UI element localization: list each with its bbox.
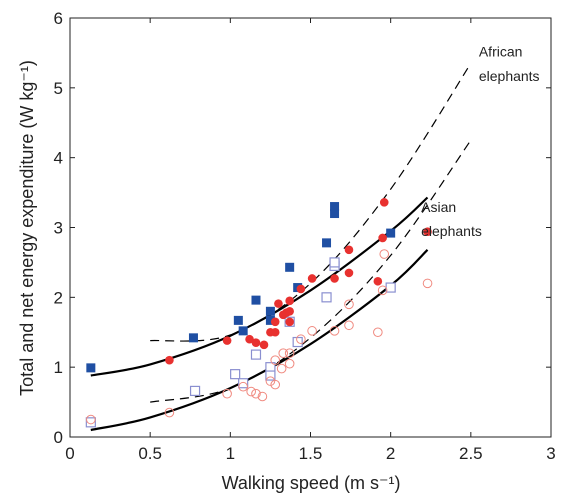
asian-elephants-total-point <box>285 317 294 327</box>
african-elephants-total-point <box>265 306 275 316</box>
asian-elephants-total-point <box>222 336 232 345</box>
asian-elephants-net-point <box>265 376 276 386</box>
asian-elephants-total-point <box>270 317 280 327</box>
annotation-label: elephants <box>479 68 540 84</box>
asian-elephants-net-point <box>238 381 248 392</box>
x-tick-label: 2.5 <box>459 444 483 463</box>
axes-group: 0 0.5 1 1.5 2 2.5 3 0 1 2 3 4 5 6 <box>54 9 556 463</box>
asian-elephants-total-point <box>165 355 174 365</box>
asian-elephants-total-point <box>379 198 389 207</box>
asian-elephants-net-point <box>278 348 289 359</box>
african-elephants-total-point <box>285 262 295 272</box>
asian-elephants-net-point <box>164 407 175 418</box>
african-elephants-total-point <box>330 202 340 212</box>
asian-elephants-net-point <box>270 355 281 365</box>
african-elephants-net-point <box>265 370 276 381</box>
x-axis-title: Walking speed (m s⁻¹) <box>222 473 401 493</box>
asian-elephants-total-point <box>344 245 354 255</box>
african-elephants-total-point <box>233 315 243 325</box>
x-tick-label: 0.5 <box>138 444 162 463</box>
asian-elephants-net-point <box>270 379 281 390</box>
asian-elephants-net-point <box>422 278 433 289</box>
asian-elephants-total-point <box>344 268 354 278</box>
y-tick-label: 3 <box>54 219 63 238</box>
x-tick-label: 0 <box>65 444 74 463</box>
x-tick-label: 3 <box>546 444 555 463</box>
african-elephants-total-point <box>330 209 340 219</box>
y-axis-title: Total and net energy expenditure (W kg⁻¹… <box>17 60 37 396</box>
african-elephants-total-point <box>386 228 396 238</box>
asian-elephants-total-point <box>270 327 280 337</box>
asian-elephants-total-point <box>251 338 261 348</box>
asian-elephants-net-point <box>329 326 340 336</box>
asian-elephants-net-point <box>373 327 383 338</box>
data-points-group <box>85 198 433 428</box>
asian-elephants-net-point <box>276 363 287 374</box>
annotation-label: elephants <box>421 223 482 239</box>
african-elephants-net-point <box>85 417 96 428</box>
y-tick-label: 5 <box>54 79 63 98</box>
asian-elephants-net-point <box>344 299 354 310</box>
asian-elephants-net-point <box>284 358 295 369</box>
asian-elephants-total-point <box>330 274 339 283</box>
y-tick-label: 2 <box>54 288 63 307</box>
y-tick-label: 6 <box>54 9 63 28</box>
fit-curves-group <box>90 63 472 432</box>
annotations-group: African elephants Asian elephants <box>421 43 539 238</box>
african-elephants-net-point <box>230 369 241 380</box>
asian-elephants-net-point <box>246 386 256 397</box>
asian-elephants-net-point <box>296 334 306 345</box>
african-elephants-total-point <box>322 238 332 248</box>
x-tick-label: 1 <box>226 444 235 463</box>
african-elephants-total-point <box>251 295 261 305</box>
asian-elephants-total-point <box>378 233 387 243</box>
x-tick-label: 1.5 <box>299 444 323 463</box>
annotation-label: African <box>479 43 523 59</box>
asian-elephants-net-point <box>379 249 390 259</box>
african-elephants-net-point <box>329 257 340 268</box>
asian-elephants-net-point <box>344 320 354 331</box>
african-total-fit-line <box>150 63 472 342</box>
african-elephants-total-point <box>265 315 275 325</box>
asian-elephants-net-point <box>257 391 268 402</box>
asian-elephants-net-point <box>86 414 96 425</box>
asian-elephants-total-point <box>245 334 254 344</box>
african-elephants-total-point <box>86 363 96 373</box>
asian-elephants-total-point <box>285 296 294 306</box>
african-elephants-total-point <box>188 333 198 343</box>
african-elephants-net-point <box>238 378 249 389</box>
asian-elephants-total-point <box>296 284 306 294</box>
asian-elephants-total-point <box>373 276 383 286</box>
x-tick-label: 2 <box>386 444 395 463</box>
african-elephants-net-point <box>250 349 262 360</box>
asian-elephants-total-point <box>307 274 317 283</box>
asian-elephants-net-point <box>222 388 232 399</box>
y-tick-label: 4 <box>54 149 63 168</box>
asian-elephants-total-point <box>285 307 294 316</box>
asian-elephants-net-point <box>251 388 261 399</box>
asian-elephants-net-point <box>307 326 317 336</box>
asian-elephants-total-point <box>423 227 432 236</box>
african-elephants-net-point <box>189 385 201 397</box>
annotation-label: Asian <box>421 199 456 215</box>
total-fit-line <box>90 196 429 377</box>
african-net-fit-line <box>150 139 472 403</box>
y-tick-label: 1 <box>54 358 63 377</box>
asian-elephants-total-point <box>274 299 283 308</box>
asian-elephants-net-point <box>284 348 295 359</box>
asian-elephants-total-point <box>259 340 269 350</box>
african-elephants-net-point <box>321 292 332 303</box>
asian-elephants-net-point <box>377 285 388 296</box>
y-tick-label: 0 <box>54 428 63 447</box>
african-elephants-total-point <box>238 326 248 336</box>
african-elephants-net-point <box>385 282 396 293</box>
